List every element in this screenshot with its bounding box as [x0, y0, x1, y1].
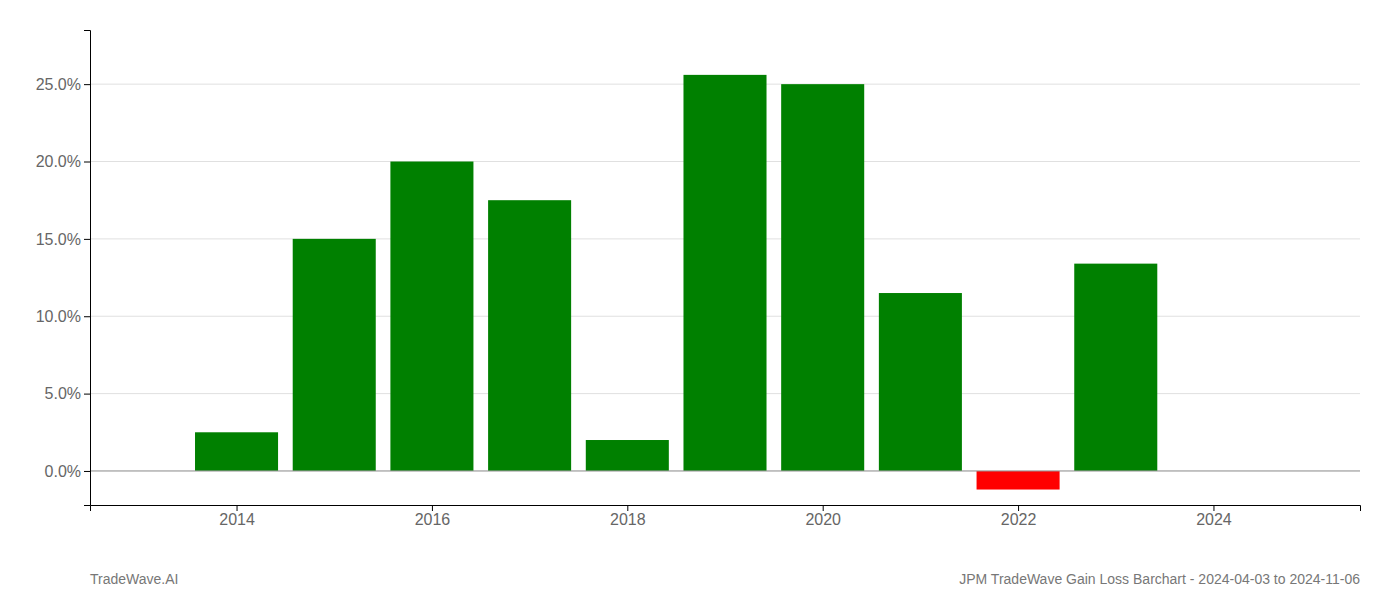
- axis-line: [84, 31, 91, 506]
- tick-mark: [432, 505, 433, 511]
- tick-mark: [84, 162, 90, 163]
- tick-label: 2016: [415, 511, 451, 528]
- zero-line: [90, 470, 1360, 471]
- tick-label: 25.0%: [36, 76, 81, 93]
- tick-mark: [84, 239, 90, 240]
- x-axis: 2014 2016 2018 2020 2022 2024: [91, 505, 1361, 528]
- y-tick: 15.0%: [36, 230, 90, 247]
- tick-label: 0.0%: [45, 463, 81, 480]
- tick-label: 2014: [219, 511, 255, 528]
- tick-label: 10.0%: [36, 308, 81, 325]
- y-tick: 20.0%: [36, 153, 90, 170]
- bar: [586, 440, 669, 471]
- tick-mark: [1213, 505, 1214, 511]
- bar: [195, 432, 278, 471]
- bar: [683, 75, 766, 471]
- y-tick: 5.0%: [45, 385, 90, 402]
- x-tick: 2018: [610, 505, 646, 528]
- tick-label: 2024: [1196, 511, 1232, 528]
- y-tick: 10.0%: [36, 308, 90, 325]
- tick-mark: [84, 84, 90, 85]
- plot: 0.0% 5.0% 10.0% 15.0% 20.0% 25.0% 2014 2016 2018…: [36, 31, 1361, 529]
- y-tick: 0.0%: [45, 463, 90, 480]
- tick-mark: [84, 316, 90, 317]
- bar: [781, 84, 864, 471]
- y-axis: 0.0% 5.0% 10.0% 15.0% 20.0% 25.0%: [36, 31, 91, 506]
- chart: 0.0% 5.0% 10.0% 15.0% 20.0% 25.0% 2014 2016 2018…: [0, 0, 1400, 600]
- bar: [488, 200, 571, 471]
- bar: [293, 239, 376, 471]
- bar: [977, 471, 1060, 490]
- tick-mark: [823, 505, 824, 511]
- tick-mark: [1018, 505, 1019, 511]
- tick-label: 2022: [1001, 511, 1037, 528]
- y-tick: 25.0%: [36, 76, 90, 93]
- watermark: TradeWave.AI: [90, 571, 178, 587]
- x-tick: 2016: [415, 505, 451, 528]
- grid-line: [90, 470, 1360, 471]
- tick-label: 2020: [805, 511, 841, 528]
- tick-label: 15.0%: [36, 230, 81, 247]
- tick-mark: [237, 505, 238, 511]
- bar: [1074, 264, 1157, 471]
- tick-mark: [84, 471, 90, 472]
- tick-label: 20.0%: [36, 153, 81, 170]
- tick-mark: [84, 394, 90, 395]
- bar: [390, 162, 473, 471]
- x-tick: 2024: [1196, 505, 1232, 528]
- x-tick: 2022: [1001, 505, 1037, 528]
- title: JPM TradeWave Gain Loss Barchart - 2024-…: [959, 571, 1360, 587]
- x-tick: 2014: [219, 505, 255, 528]
- tick-label: 5.0%: [45, 385, 81, 402]
- bars: [195, 75, 1157, 490]
- bar: [879, 293, 962, 471]
- tick-label: 2018: [610, 511, 646, 528]
- tick-mark: [627, 505, 628, 511]
- axis-line: [91, 506, 1361, 512]
- x-tick: 2020: [805, 505, 841, 528]
